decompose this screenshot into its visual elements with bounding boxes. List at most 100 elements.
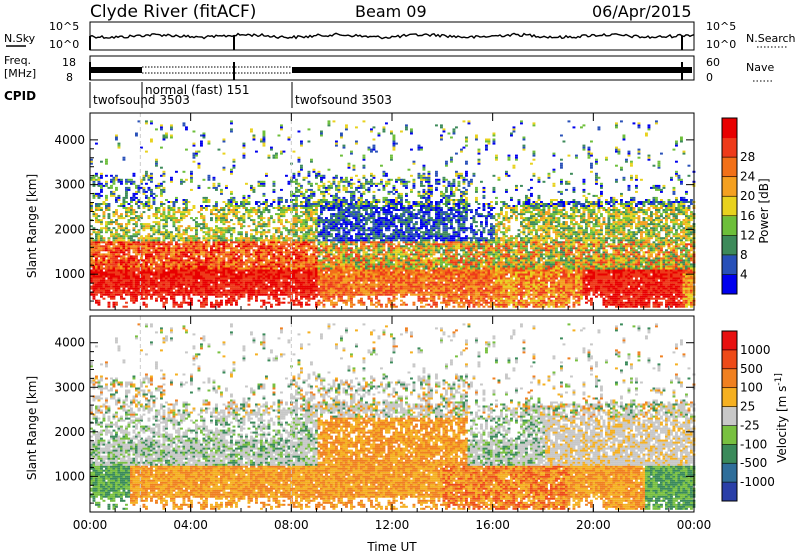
power-cell <box>260 305 263 308</box>
power-cell <box>342 289 346 292</box>
power-cell <box>280 267 283 270</box>
power-cell <box>300 190 303 193</box>
power-cell <box>95 265 98 268</box>
power-cell <box>157 287 161 290</box>
cpid-segment-label: twofsound 3503 <box>93 93 190 107</box>
power-cell <box>215 275 218 278</box>
power-cell <box>347 287 351 290</box>
power-cell <box>325 243 328 246</box>
power-cell <box>265 223 268 226</box>
power-cell <box>235 301 238 304</box>
power-cell <box>132 174 136 177</box>
power-cell <box>300 184 303 187</box>
power-cell <box>200 289 203 292</box>
power-cell <box>320 221 323 224</box>
power-cell <box>335 225 338 228</box>
power-cell <box>165 235 168 238</box>
power-cell <box>130 265 133 268</box>
power-cell <box>280 301 283 304</box>
power-cell <box>162 245 166 248</box>
power-cell <box>122 203 126 205</box>
power-cell <box>332 267 336 270</box>
power-cell <box>237 271 241 274</box>
noise-sky-label: N.Sky <box>4 32 36 45</box>
power-cell <box>165 273 168 276</box>
power-cell <box>262 229 266 232</box>
power-cell <box>150 293 153 296</box>
power-cell <box>335 293 338 296</box>
power-cell <box>355 265 358 268</box>
power-cell <box>115 273 118 276</box>
power-cell <box>357 251 361 254</box>
power-cell <box>357 235 361 238</box>
power-cell <box>270 261 273 264</box>
power-cell <box>115 241 118 244</box>
power-cell <box>315 245 318 248</box>
power-cell <box>107 259 111 262</box>
power-cell <box>227 229 231 232</box>
power-cell <box>150 283 153 286</box>
power-cell <box>182 213 186 216</box>
power-cell <box>105 196 108 199</box>
power-cell <box>220 301 223 304</box>
power-cell <box>352 287 356 290</box>
power-cell <box>242 253 246 256</box>
power-cell <box>297 263 301 266</box>
power-cell <box>165 225 168 228</box>
power-cell <box>210 253 213 256</box>
power-cell <box>97 237 101 240</box>
power-cell <box>185 247 188 250</box>
power-cell <box>347 213 351 216</box>
power-cell <box>280 281 283 284</box>
power-cell <box>177 275 181 278</box>
power-cell <box>125 182 128 185</box>
power-cell <box>272 255 276 258</box>
power-cell <box>217 239 221 242</box>
power-cell <box>322 297 326 300</box>
power-cell <box>112 273 116 276</box>
power-cell <box>117 142 121 145</box>
power-cell <box>172 277 176 280</box>
power-cell <box>212 285 216 288</box>
power-cell <box>280 245 283 248</box>
power-cell <box>200 295 203 298</box>
power-cell <box>120 275 123 278</box>
power-cell <box>105 261 108 264</box>
power-cell <box>302 227 306 230</box>
power-cell <box>95 247 98 250</box>
power-cell <box>252 190 256 193</box>
power-cell <box>210 287 213 290</box>
power-cell <box>157 207 161 209</box>
power-cell <box>247 247 251 250</box>
power-cell <box>210 285 213 288</box>
power-cell <box>135 287 138 290</box>
power-cell <box>147 247 151 250</box>
power-cell <box>122 245 126 248</box>
power-cell <box>255 239 258 242</box>
power-cell <box>130 281 133 284</box>
power-cell <box>112 235 116 238</box>
power-cell <box>257 201 261 203</box>
power-cell <box>327 122 331 125</box>
power-cell <box>157 263 161 266</box>
power-cell <box>272 245 276 248</box>
power-cell <box>232 285 236 288</box>
power-cell <box>330 215 333 218</box>
power-cell <box>115 221 118 224</box>
power-cell <box>165 132 168 135</box>
power-cell <box>162 305 166 308</box>
power-cell <box>202 269 206 272</box>
power-cell <box>325 221 328 224</box>
power-cell <box>342 237 346 240</box>
power-cell <box>322 257 326 260</box>
power-cell <box>107 271 111 274</box>
power-cell <box>282 237 286 240</box>
power-cell <box>327 291 331 294</box>
power-cell <box>247 209 251 211</box>
power-cell <box>222 215 226 218</box>
power-cell <box>312 273 316 276</box>
power-cell <box>290 277 293 280</box>
power-cell <box>345 207 348 209</box>
power-cell <box>315 249 318 252</box>
power-cell <box>195 243 198 246</box>
